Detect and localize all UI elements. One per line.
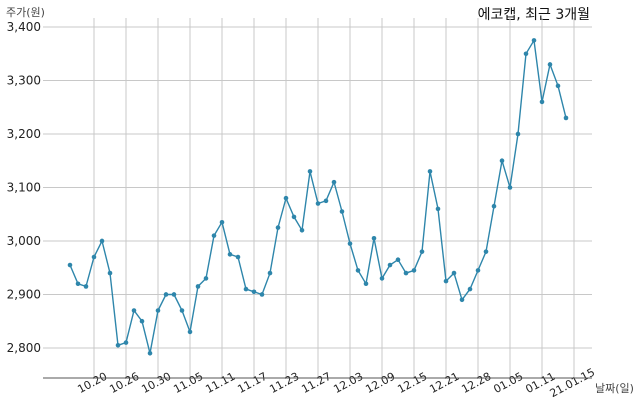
data-point xyxy=(379,276,385,281)
y-tick-label: 3,200 xyxy=(7,127,41,141)
data-point xyxy=(299,227,305,233)
chart-title: 에코캡, 최근 3개월 xyxy=(478,7,590,23)
y-tick-label: 2,800 xyxy=(7,341,41,355)
data-point xyxy=(147,351,153,356)
x-tick-label: 11.17 xyxy=(235,370,269,396)
data-point xyxy=(251,289,257,295)
x-tick-label: 01.05 xyxy=(491,370,525,396)
data-point xyxy=(451,270,457,276)
data-point xyxy=(267,270,273,276)
data-point xyxy=(467,286,473,292)
x-tick-label: 11.05 xyxy=(171,370,205,396)
data-point xyxy=(555,83,561,89)
data-point xyxy=(363,281,369,287)
data-point xyxy=(563,115,569,121)
data-point xyxy=(515,131,521,137)
y-tick-label: 3,300 xyxy=(7,73,41,87)
data-point xyxy=(419,249,425,254)
y-tick-label: 3,400 xyxy=(7,20,41,34)
y-tick-label: 3,100 xyxy=(7,180,41,194)
data-point xyxy=(67,262,73,268)
data-point xyxy=(187,329,193,335)
data-point xyxy=(259,292,265,297)
x-tick-label: 12.28 xyxy=(459,370,493,396)
data-point xyxy=(531,38,537,43)
series xyxy=(67,38,569,356)
data-point xyxy=(355,268,361,273)
y-axis-label: 주가(원) xyxy=(6,6,45,19)
x-tick-label: 12.21 xyxy=(427,370,461,396)
data-point xyxy=(283,195,289,201)
data-point xyxy=(83,284,89,289)
data-point xyxy=(347,241,353,246)
data-point xyxy=(339,209,345,214)
data-point xyxy=(131,308,137,313)
data-point xyxy=(395,257,401,262)
data-point xyxy=(219,219,225,225)
data-point xyxy=(91,254,97,260)
grid xyxy=(43,18,592,378)
data-point xyxy=(331,179,337,185)
data-point xyxy=(315,201,321,206)
data-point xyxy=(427,169,433,174)
data-point xyxy=(539,99,545,105)
data-point xyxy=(403,270,409,276)
y-tick-label: 2,900 xyxy=(7,287,41,301)
data-point xyxy=(475,268,481,273)
data-point xyxy=(323,198,329,204)
data-point xyxy=(387,262,393,268)
data-point xyxy=(435,206,441,212)
x-tick-label: 12.03 xyxy=(331,370,365,396)
x-tick-label: 12.09 xyxy=(363,370,397,396)
data-point xyxy=(203,276,209,281)
data-point xyxy=(371,235,377,241)
data-point xyxy=(107,270,113,276)
x-tick-label: 10.30 xyxy=(139,370,173,396)
x-tick-label: 10.20 xyxy=(75,370,109,396)
data-point xyxy=(459,297,465,303)
data-point xyxy=(139,318,145,324)
data-point xyxy=(547,62,553,67)
axes: 2,800 2,900 3,000 3,100 3,200 3,300 3,400 10.20… xyxy=(7,20,597,400)
data-point xyxy=(155,308,161,313)
data-point xyxy=(115,342,121,348)
data-point xyxy=(275,225,281,230)
data-point xyxy=(227,252,233,257)
data-point xyxy=(99,238,105,244)
y-tick-label: 3,000 xyxy=(7,234,41,248)
data-point xyxy=(163,292,169,297)
data-point xyxy=(211,233,217,238)
x-tick-label: 11.11 xyxy=(203,370,237,396)
x-tick-label: 10.26 xyxy=(107,370,141,396)
data-point xyxy=(243,286,249,292)
data-point xyxy=(235,254,241,260)
data-point xyxy=(179,308,185,313)
data-point xyxy=(499,158,505,164)
x-tick-label: 11.27 xyxy=(299,370,333,396)
data-point xyxy=(307,169,313,174)
data-point xyxy=(491,203,497,209)
data-point xyxy=(123,340,129,345)
data-point xyxy=(411,268,417,273)
data-point xyxy=(483,249,489,254)
data-point xyxy=(291,214,297,220)
data-point xyxy=(75,281,81,287)
data-point xyxy=(523,51,529,57)
x-tick-label: 11.23 xyxy=(267,370,301,396)
x-tick-label: 12.15 xyxy=(395,370,429,396)
data-point xyxy=(507,185,513,190)
data-point xyxy=(171,292,177,297)
x-tick-label: 21.01.15 xyxy=(548,366,597,400)
x-axis-label: 날짜(일) xyxy=(595,381,634,395)
data-point xyxy=(195,284,201,289)
data-point xyxy=(443,278,449,284)
